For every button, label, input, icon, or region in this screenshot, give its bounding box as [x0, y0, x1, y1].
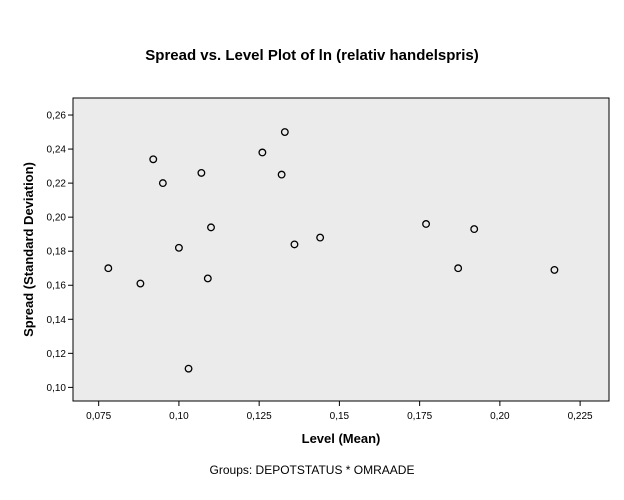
y-tick-label: 0,18 [47, 247, 67, 258]
y-tick-label: 0,14 [47, 315, 67, 326]
data-point [290, 240, 299, 249]
data-point [316, 233, 325, 242]
y-tick-label: 0,22 [47, 179, 67, 190]
data-point [550, 265, 559, 274]
x-tick-label: 0,15 [330, 411, 350, 422]
x-tick-label: 0,125 [247, 411, 272, 422]
y-tick-label: 0,20 [47, 213, 67, 224]
data-point [184, 364, 193, 373]
data-point [158, 179, 167, 188]
data-point [258, 148, 267, 157]
data-point [197, 168, 206, 177]
x-tick-label: 0,10 [169, 411, 189, 422]
x-axis: 0,075 0,10 0,125 0,15 0,175 0,20 0,225 [86, 401, 593, 422]
y-tick-label: 0,26 [47, 111, 67, 122]
data-point [470, 225, 479, 234]
y-axis: 0,10 0,12 0,14 0,16 0,18 0,20 0,22 0,24 0,26 [47, 111, 73, 394]
data-point [174, 243, 183, 252]
data-point [454, 264, 463, 273]
data-point [207, 223, 215, 232]
chart-title: Spread vs. Level Plot of ln (relativ han… [145, 47, 479, 64]
x-tick-label: 0,20 [490, 411, 510, 422]
y-tick-label: 0,12 [47, 349, 67, 360]
x-tick-label: 0,225 [568, 411, 593, 422]
y-tick-label: 0,24 [47, 145, 67, 156]
data-points [104, 128, 559, 373]
y-axis-title: Spread (Standard Deviation) [21, 162, 36, 337]
data-point [280, 128, 289, 136]
x-tick-label: 0,075 [86, 411, 111, 422]
data-point [277, 170, 286, 179]
data-point [136, 279, 145, 288]
y-tick-label: 0,16 [47, 281, 67, 292]
plot-area [72, 97, 610, 402]
data-point [149, 155, 158, 164]
x-axis-title: Level (Mean) [302, 431, 381, 446]
x-tick-label: 0,175 [407, 411, 432, 422]
data-point [422, 220, 431, 228]
data-point [203, 274, 212, 283]
data-point [104, 264, 113, 273]
y-tick-label: 0,10 [47, 383, 67, 394]
groups-footnote: Groups: DEPOTSTATUS * OMRAADE [209, 463, 415, 477]
